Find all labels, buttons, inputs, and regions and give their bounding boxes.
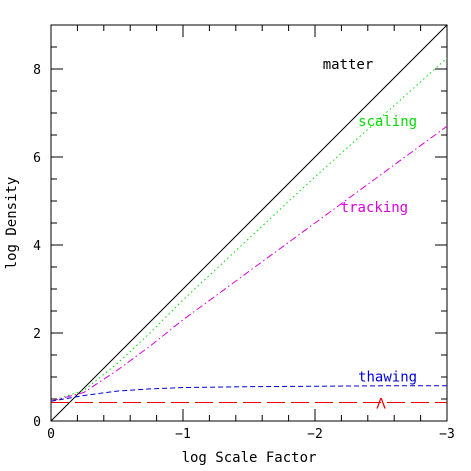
y-tick-label: 8 — [33, 63, 41, 78]
x-tick-label: 0 — [47, 427, 55, 442]
y-tick-label: 6 — [33, 151, 41, 166]
series-label: thawing — [358, 369, 417, 385]
y-tick-label: 0 — [33, 415, 41, 430]
y-axis-label: log Density — [4, 177, 20, 270]
tick-labels: 0 −1 −2 −3 0 2 4 6 8 — [33, 63, 455, 442]
series-labels: matter scaling tracking thawing Λ — [323, 57, 417, 413]
series-lines — [50, 24, 448, 422]
axis-ticks — [50, 24, 448, 422]
x-tick-label: −3 — [439, 427, 455, 442]
series-label: tracking — [341, 200, 408, 216]
series-label: Λ — [376, 397, 386, 413]
series-label: matter — [323, 57, 374, 73]
series-line — [50, 57, 448, 402]
series-line — [50, 24, 448, 422]
series-line — [50, 385, 447, 402]
series-line — [50, 125, 448, 402]
y-tick-label: 2 — [33, 327, 41, 342]
x-tick-label: −2 — [307, 427, 323, 442]
x-axis-label: log Scale Factor — [182, 450, 317, 466]
series-label: scaling — [358, 114, 417, 130]
x-tick-label: −1 — [175, 427, 191, 442]
y-tick-label: 4 — [33, 239, 41, 254]
